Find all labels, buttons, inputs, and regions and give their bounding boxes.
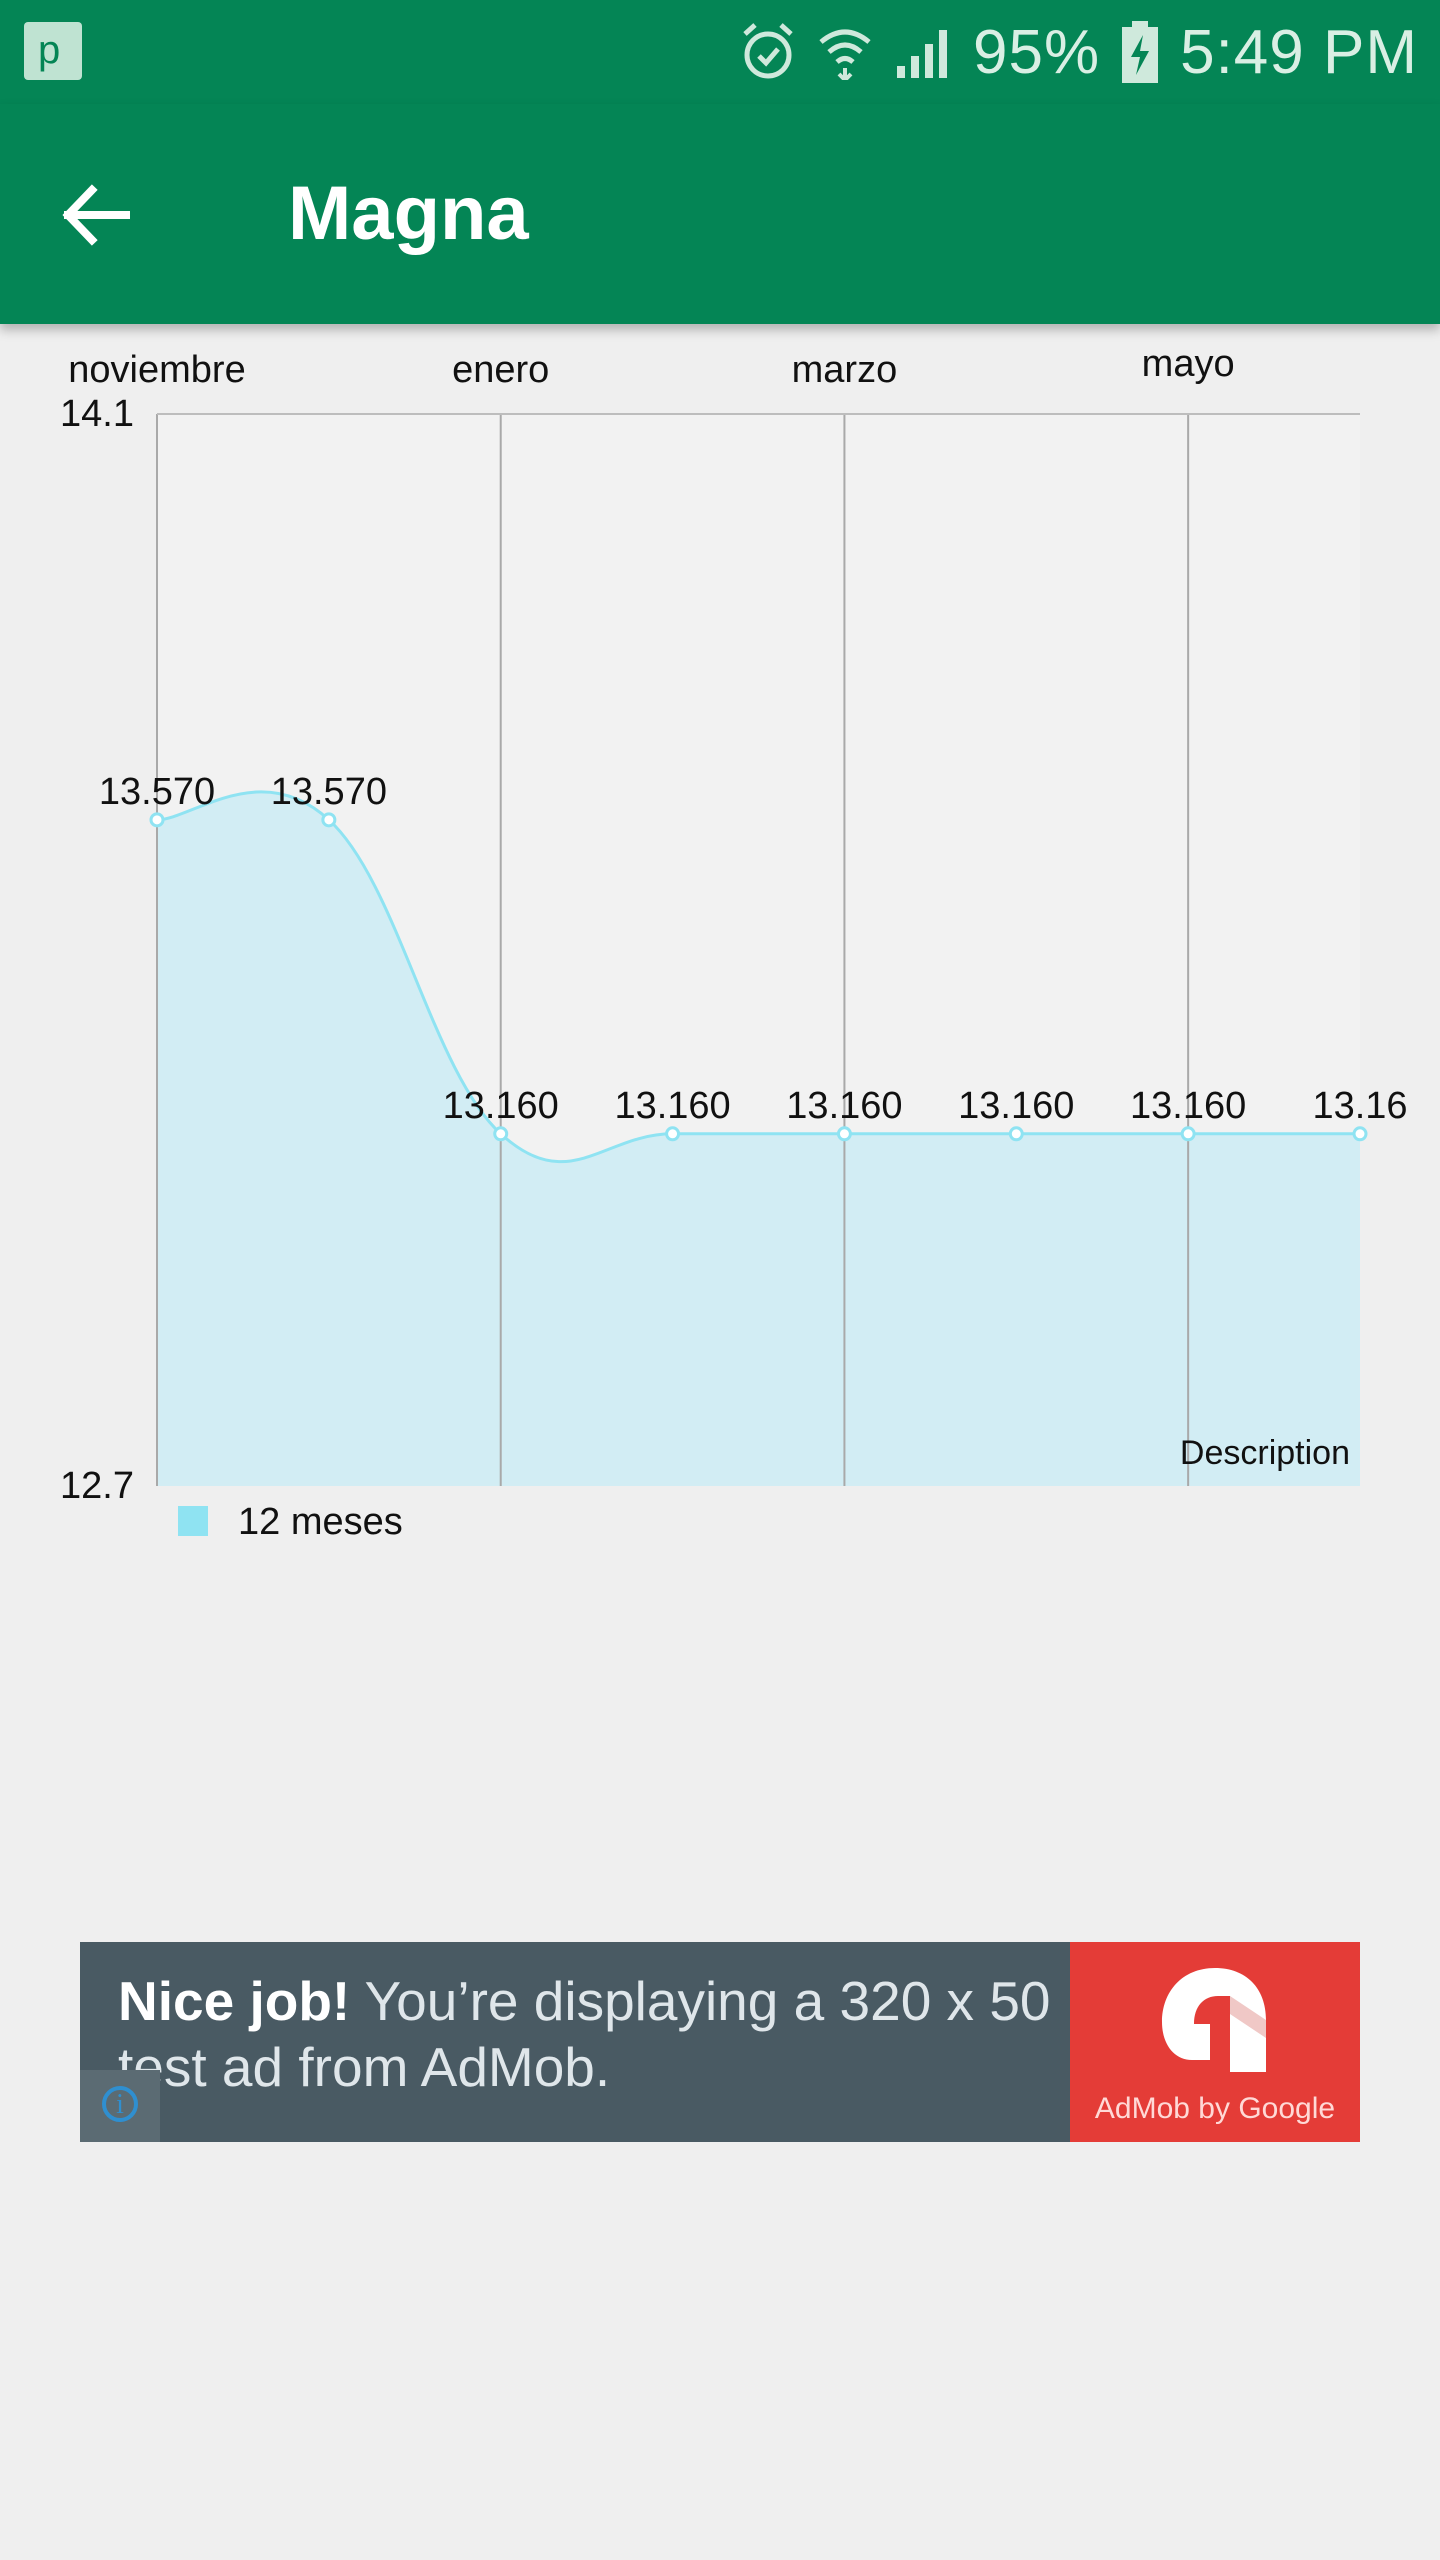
chart-description: Description [1180, 1434, 1350, 1472]
admob-logo-icon [1162, 1968, 1266, 2072]
x-tick-label-0: noviembre [68, 349, 245, 391]
app-bar: Magna [0, 104, 1440, 324]
alarm-icon [743, 23, 793, 79]
data-label-0: 13.570 [99, 771, 215, 813]
series-area-12-meses [157, 791, 1360, 1486]
ad-info-button[interactable]: i [80, 2070, 160, 2142]
ad-banner[interactable]: Nice job! You’re displaying a 320 x 50 t… [80, 1942, 1360, 2142]
x-tick-label-2: marzo [792, 349, 898, 391]
ad-text[interactable]: Nice job! You’re displaying a 320 x 50 t… [118, 1968, 1078, 2100]
ad-headline: Nice job! [118, 1970, 351, 2032]
status-time: 5:49 PM [1180, 17, 1418, 87]
data-label-5: 13.160 [958, 1085, 1074, 1127]
signal-icon [897, 30, 947, 78]
data-point-2 [493, 1126, 509, 1142]
chart-svg: 13.570 13.570 13.160 13.160 13.160 13.160 13.1… [60, 343, 1408, 1543]
data-label-1: 13.570 [271, 771, 387, 813]
battery-charging-icon [1122, 21, 1159, 83]
data-point-0 [149, 812, 165, 828]
x-tick-label-3: mayo [1142, 343, 1235, 385]
data-point-6 [1180, 1126, 1196, 1142]
x-tick-label-1: enero [452, 349, 549, 391]
battery-percent: 95% [973, 17, 1101, 87]
series-line-12-meses [156, 790, 1360, 1164]
ad-brand: AdMob by Google [1094, 2092, 1336, 2125]
data-label-6: 13.160 [1130, 1085, 1246, 1127]
data-point-5 [1008, 1126, 1024, 1142]
y-tick-label-bottom: 12.7 [60, 1465, 134, 1507]
arrow-left-icon[interactable] [60, 180, 130, 250]
data-point-4 [836, 1126, 852, 1142]
data-label-4: 13.160 [786, 1085, 902, 1127]
status-bar: p 95% 5:49 PM [0, 0, 1440, 104]
data-point-3 [665, 1126, 681, 1142]
data-point-1 [321, 812, 337, 828]
legend-label: 12 meses [238, 1501, 403, 1543]
wifi-icon [819, 29, 871, 80]
line-chart: 13.570 13.570 13.160 13.160 13.160 13.160 13.1… [0, 340, 1440, 1580]
admob-logo-panel[interactable]: AdMob by Google [1070, 1942, 1360, 2142]
app-notification-icon: p [24, 22, 82, 80]
legend-swatch [178, 1506, 208, 1536]
data-label-3: 13.160 [614, 1085, 730, 1127]
y-tick-label-top: 14.1 [60, 393, 134, 435]
ad-body: You’re displaying a 320 x 50 test ad fro… [118, 1970, 1051, 2098]
data-label-2: 13.160 [443, 1085, 559, 1127]
info-icon: i [102, 2086, 138, 2122]
data-label-7: 13.16 [1312, 1085, 1407, 1127]
page-title: Magna [288, 171, 529, 256]
data-point-7 [1352, 1126, 1368, 1142]
